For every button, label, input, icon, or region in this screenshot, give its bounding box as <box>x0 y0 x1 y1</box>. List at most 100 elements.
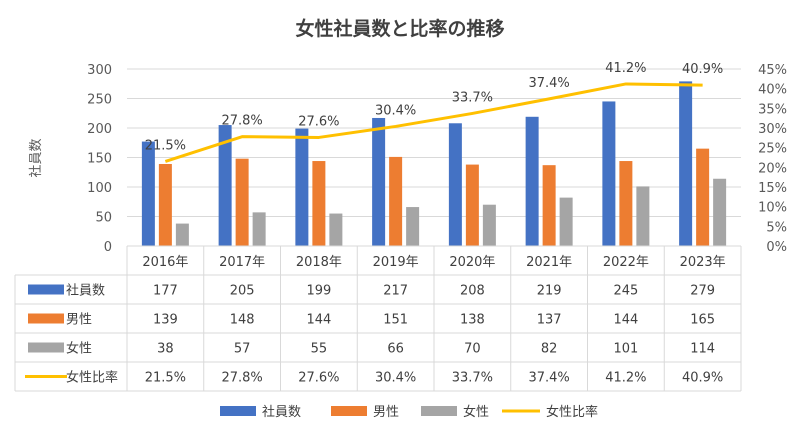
row-label: 女性比率 <box>66 370 118 386</box>
table-cell: 82 <box>541 342 558 357</box>
table-cell: 205 <box>230 284 255 299</box>
row-legend-key <box>28 284 64 295</box>
row-label: 女性 <box>66 341 92 357</box>
y-tick-label: 100 <box>87 181 112 196</box>
table-cell: 57 <box>234 342 251 357</box>
table-cell: 245 <box>613 284 638 299</box>
table-cell: 55 <box>311 342 328 357</box>
data-label: 41.2% <box>605 61 646 76</box>
y2-tick-label: 15% <box>758 181 787 196</box>
bar <box>525 116 539 246</box>
y2-tick-label: 25% <box>758 142 787 157</box>
y2-tick-label: 40% <box>758 83 787 98</box>
bar <box>713 178 727 246</box>
table-cell: 41.2% <box>605 371 646 386</box>
table-cell: 138 <box>460 313 485 328</box>
table-cell: 144 <box>613 313 638 328</box>
row-label: 社員数 <box>66 283 105 299</box>
table-cell: 139 <box>153 313 178 328</box>
bar <box>141 141 155 246</box>
data-label: 30.4% <box>375 103 416 118</box>
data-label: 33.7% <box>452 90 493 105</box>
data-label: 27.6% <box>298 114 339 129</box>
bar <box>482 204 496 246</box>
bar <box>679 81 693 246</box>
table-cell: 33.7% <box>452 371 493 386</box>
data-label: 37.4% <box>528 76 569 91</box>
bar <box>252 212 266 246</box>
row-label: 男性 <box>66 313 92 328</box>
table-cell: 148 <box>230 313 255 328</box>
bars <box>141 81 727 246</box>
ratio-line: 21.5% 27.8% 27.6% 30.4% 33.7% 37.4% 41.2% 40.9% <box>145 61 723 163</box>
bar <box>175 223 189 246</box>
category-label: 2022年 <box>603 255 649 270</box>
y2-tick-label: 10% <box>758 201 787 216</box>
bar <box>636 186 650 246</box>
bar <box>465 164 479 246</box>
table-cell: 27.6% <box>298 371 339 386</box>
y-tick-label: 250 <box>87 93 112 108</box>
bar <box>448 123 462 246</box>
table-cell: 279 <box>690 284 715 299</box>
y-tick-label: 50 <box>95 211 112 226</box>
table-cell: 70 <box>464 342 481 357</box>
y2-tick-label: 45% <box>758 63 787 78</box>
bar <box>696 148 710 246</box>
table-cell: 37.4% <box>528 371 569 386</box>
bar <box>619 161 633 246</box>
ratio-line-path <box>164 82 703 163</box>
legend-label: 男性 <box>373 405 399 420</box>
legend-label: 社員数 <box>262 404 301 420</box>
bar <box>542 165 556 246</box>
legend-label: 女性 <box>463 404 489 420</box>
data-label: 27.8% <box>221 114 262 129</box>
bar <box>312 161 326 246</box>
table-cell: 38 <box>157 342 174 357</box>
category-label: 2018年 <box>296 255 342 270</box>
bar <box>158 163 172 246</box>
category-label: 2021年 <box>526 255 572 270</box>
bar <box>218 125 232 246</box>
bar <box>235 158 249 246</box>
table-cell: 30.4% <box>375 371 416 386</box>
y-tick-label: 0 <box>104 240 112 255</box>
table-cell: 208 <box>460 284 485 299</box>
table-cell: 217 <box>383 284 408 299</box>
table-cell: 199 <box>306 284 331 299</box>
legend-key <box>331 406 367 416</box>
bar <box>406 207 420 246</box>
y2-tick-label: 20% <box>758 161 787 176</box>
row-legend-key <box>28 313 64 324</box>
legend-label: 女性比率 <box>546 404 598 420</box>
category-label: 2016年 <box>142 255 188 270</box>
legend: 社員数 男性 女性 女性比率 <box>220 404 598 420</box>
table-cell: 137 <box>537 313 562 328</box>
table-cell: 151 <box>383 313 408 328</box>
category-label: 2023年 <box>680 255 726 270</box>
data-table: 2016年 2017年 2018年 2019年 2020年 2021年 2022年 2023年… <box>14 245 742 392</box>
y2-tick-label: 30% <box>758 122 787 137</box>
table-cell: 177 <box>153 284 178 299</box>
category-label: 2020年 <box>449 255 495 270</box>
y-tick-label: 300 <box>87 63 112 78</box>
table-cell: 21.5% <box>145 371 186 386</box>
bar <box>602 101 616 246</box>
category-label: 2019年 <box>373 255 419 270</box>
table-cell: 219 <box>537 284 562 299</box>
y2-tick-label: 0% <box>766 240 787 255</box>
legend-key <box>421 406 457 416</box>
bar <box>559 197 573 246</box>
bar <box>295 128 309 246</box>
table-cell: 114 <box>690 342 715 357</box>
bar <box>372 117 386 246</box>
category-label: 2017年 <box>219 255 265 270</box>
table-cell: 40.9% <box>682 371 723 386</box>
bar <box>389 156 403 246</box>
y-tick-label: 200 <box>87 122 112 137</box>
data-label: 40.9% <box>682 62 723 77</box>
legend-key <box>220 406 256 416</box>
chart-title: 女性社員数と比率の推移 <box>295 17 504 40</box>
y2-tick-label: 5% <box>766 220 787 235</box>
